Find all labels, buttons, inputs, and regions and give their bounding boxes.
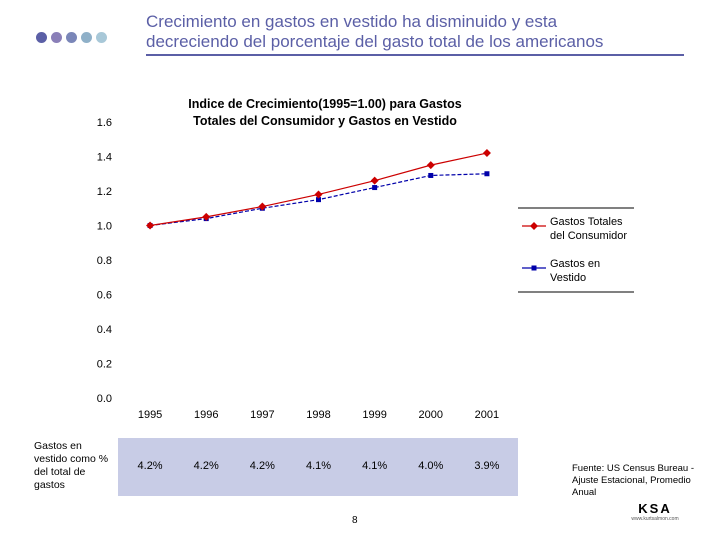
series-1-point-5 <box>428 172 434 178</box>
share-value-1995: 4.2% <box>137 460 163 472</box>
slide-title-line-2: decreciendo del porcentaje del gasto tot… <box>146 32 604 51</box>
series-line-0 <box>149 152 488 227</box>
share-row-label: Gastos en vestido como % del total de ga… <box>34 440 109 491</box>
y-tick-label-0: 0.0 <box>97 393 112 405</box>
y-tick-label-4: 0.8 <box>97 255 112 267</box>
title-underline <box>146 54 684 56</box>
ksa-logo: KSA www.kurtsalmon.com <box>620 501 690 523</box>
y-tick-label-7: 1.4 <box>97 152 112 164</box>
share-row-band <box>118 438 518 496</box>
y-tick-label-5: 1.0 <box>97 221 112 233</box>
dot-3 <box>66 32 77 43</box>
source-note: Fuente: US Census Bureau - Ajuste Estaci… <box>572 463 694 498</box>
series-0-point-6 <box>482 149 491 158</box>
share-value-1998: 4.1% <box>305 460 332 472</box>
legend-label-1-line-2: Vestido <box>550 272 586 284</box>
dot-1 <box>36 32 47 43</box>
x-tick-label-4: 1999 <box>362 409 386 421</box>
share-value-1997: 4.2% <box>249 460 275 472</box>
dot-4 <box>81 32 92 43</box>
x-tick-label-1: 1996 <box>194 409 218 421</box>
x-tick-label-6: 2001 <box>475 409 499 421</box>
dot-2 <box>51 32 62 43</box>
legend-label-1-line-1: Gastos en <box>550 258 600 270</box>
y-tick-label-3: 0.6 <box>97 290 112 302</box>
legend-label-0-line-2: del Consumidor <box>550 230 627 242</box>
series-0-point-4 <box>370 176 379 185</box>
slide-title: Crecimiento en gastos en vestido ha dism… <box>146 12 706 52</box>
y-tick-label-1: 0.2 <box>97 359 112 371</box>
chart-title-line-1: Indice de Crecimiento(1995=1.00) para Ga… <box>188 97 462 111</box>
share-value-1999: 4.1% <box>362 460 388 472</box>
logo-subtext: www.kurtsalmon.com <box>631 516 679 522</box>
x-tick-label-0: 1995 <box>138 409 162 421</box>
x-tick-label-3: 1998 <box>306 409 330 421</box>
series-0-point-2 <box>258 202 267 211</box>
series-1-point-3 <box>316 197 321 203</box>
x-tick-label-5: 2000 <box>419 409 443 421</box>
series-0-point-1 <box>202 212 211 221</box>
legend-marker-0 <box>530 222 538 230</box>
slide-title-line-1: Crecimiento en gastos en vestido ha dism… <box>146 12 558 31</box>
x-tick-label-2: 1997 <box>250 409 274 421</box>
page-number: 8 <box>352 515 358 526</box>
y-tick-label-8: 1.6 <box>97 117 112 129</box>
share-value-2001: 3.9% <box>474 460 500 472</box>
share-value-1996: 4.2% <box>193 460 219 472</box>
share-value-2000: 4.0% <box>418 460 444 472</box>
chart-title-line-2: Totales del Consumidor y Gastos en Vesti… <box>193 114 457 128</box>
chart-title: Indice de Crecimiento(1995=1.00) para Ga… <box>150 96 500 130</box>
y-tick-label-2: 0.4 <box>97 324 112 336</box>
series-1-point-6 <box>484 171 490 177</box>
series-0-point-3 <box>314 190 323 199</box>
dot-5 <box>96 32 107 43</box>
legend-marker-1 <box>531 265 537 271</box>
series-1-point-4 <box>372 185 378 191</box>
decorative-dots <box>36 32 107 43</box>
logo-text: KSA <box>638 501 672 516</box>
y-tick-label-6: 1.2 <box>97 186 112 198</box>
series-0-point-0 <box>146 221 155 230</box>
legend-label-0-line-1: Gastos Totales <box>550 216 623 228</box>
series-0-point-5 <box>426 161 435 170</box>
